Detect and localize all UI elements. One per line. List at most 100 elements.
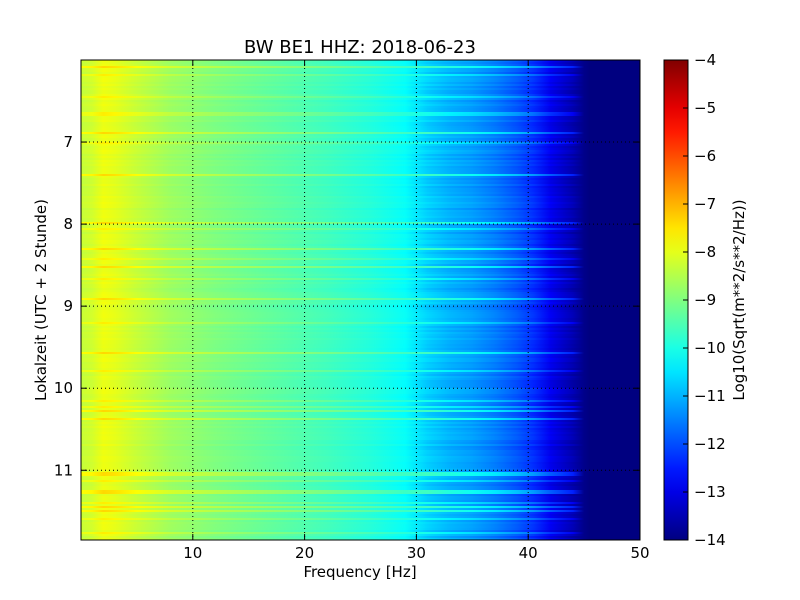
spectrogram-row — [81, 256, 640, 259]
spectrogram-row — [81, 240, 640, 243]
plot-frame — [80, 59, 641, 541]
spectrogram-row — [81, 512, 640, 515]
x-tick-label: 20 — [295, 544, 314, 562]
spectrogram-row — [81, 306, 640, 309]
spectrogram-row — [81, 494, 640, 497]
spectrogram-row — [81, 72, 640, 75]
x-axis-label: Frequency [Hz] — [303, 563, 416, 581]
spectrogram-row — [81, 142, 640, 145]
spectrogram-row — [81, 342, 640, 345]
spectrogram-row — [81, 236, 640, 239]
spectrogram-row — [81, 172, 640, 175]
spectrogram-row — [81, 326, 640, 329]
spectrogram-row — [81, 154, 640, 157]
spectrogram-row — [81, 216, 640, 219]
colorbar-tick-label: −8 — [694, 243, 716, 261]
spectrogram-row — [81, 232, 640, 235]
spectrogram-row — [81, 78, 640, 81]
spectrogram-row — [81, 164, 640, 167]
spectrogram-row — [81, 340, 640, 343]
spectrogram-row — [81, 536, 640, 539]
spectrogram-row — [81, 504, 640, 507]
spectrogram-row — [81, 486, 640, 489]
spectrogram-row — [81, 120, 640, 123]
spectrogram-row — [81, 212, 640, 215]
spectrogram-row — [81, 280, 640, 283]
plot-area — [81, 60, 640, 540]
spectrogram-row — [81, 458, 640, 461]
spectrogram-row — [81, 114, 640, 117]
spectrogram-row — [81, 328, 640, 331]
spectrogram-row — [81, 74, 640, 77]
spectrogram-row — [81, 242, 640, 245]
spectrogram-row — [81, 254, 640, 257]
spectrogram-row — [81, 478, 640, 481]
spectrogram-row — [81, 424, 640, 427]
spectrogram-row — [81, 266, 640, 269]
spectrogram-row — [81, 62, 640, 65]
spectrogram-row — [81, 150, 640, 153]
spectrogram-row — [81, 430, 640, 433]
colorbar-tick-label: −4 — [694, 51, 716, 69]
spectrogram-row — [81, 464, 640, 467]
spectrogram-row — [81, 380, 640, 383]
spectrogram-row — [81, 418, 640, 421]
colorbar: −14 −13 −12 −11 −10 −9 −8 −7 −6 −5 −4 Log10(Sqrt(m… — [663, 51, 748, 549]
spectrogram-row — [81, 480, 640, 483]
spectrogram-row — [81, 118, 640, 121]
spectrogram-row — [81, 390, 640, 393]
spectrogram-row — [81, 406, 640, 409]
colorbar-tick-label: −5 — [694, 99, 716, 117]
spectrogram-row — [81, 522, 640, 525]
spectrogram-row — [81, 444, 640, 447]
spectrogram-row — [81, 526, 640, 529]
spectrogram-row — [81, 366, 640, 369]
y-axis-label: Lokalzeit (UTC + 2 Stunde) — [32, 199, 50, 401]
spectrogram-row — [81, 434, 640, 437]
spectrogram-row — [81, 158, 640, 161]
spectrogram-row — [81, 292, 640, 295]
spectrogram-row — [81, 510, 640, 513]
spectrogram-row — [81, 68, 640, 71]
spectrogram-row — [81, 394, 640, 397]
spectrogram-row — [81, 188, 640, 191]
spectrogram-row — [81, 202, 640, 205]
spectrogram-row — [81, 354, 640, 357]
spectrogram-row — [81, 124, 640, 127]
spectrogram-row — [81, 190, 640, 193]
spectrogram-row — [81, 136, 640, 139]
spectrogram-row — [81, 332, 640, 335]
spectrogram-row — [81, 490, 640, 493]
spectrogram-row — [81, 196, 640, 199]
spectrogram-row — [81, 132, 640, 135]
spectrogram-row — [81, 308, 640, 311]
spectrogram-row — [81, 382, 640, 385]
spectrogram-row — [81, 422, 640, 425]
chart-title: BW BE1 HHZ: 2018-06-23 — [244, 37, 476, 58]
spectrogram-row — [81, 388, 640, 391]
y-tick-label: 9 — [63, 297, 73, 315]
spectrogram-row — [81, 170, 640, 173]
spectrogram-row — [81, 270, 640, 273]
spectrogram-row — [81, 350, 640, 353]
spectrogram-row — [81, 516, 640, 519]
spectrogram-row — [81, 472, 640, 475]
spectrogram-row — [81, 160, 640, 163]
spectrogram-row — [81, 404, 640, 407]
y-axis-ticks: 7 8 9 10 11 — [54, 133, 640, 479]
spectrogram-row — [81, 372, 640, 375]
spectrogram-row — [81, 532, 640, 535]
spectrogram-row — [81, 278, 640, 281]
spectrogram-row — [81, 324, 640, 327]
spectrogram-row — [81, 344, 640, 347]
spectrogram-row — [81, 470, 640, 473]
spectrogram-row — [81, 192, 640, 195]
spectrogram-row — [81, 398, 640, 401]
spectrogram-row — [81, 218, 640, 221]
spectrogram-row — [81, 314, 640, 317]
spectrogram-row — [81, 262, 640, 265]
spectrogram-row — [81, 300, 640, 303]
spectrogram-row — [81, 520, 640, 523]
spectrogram-row — [81, 320, 640, 323]
